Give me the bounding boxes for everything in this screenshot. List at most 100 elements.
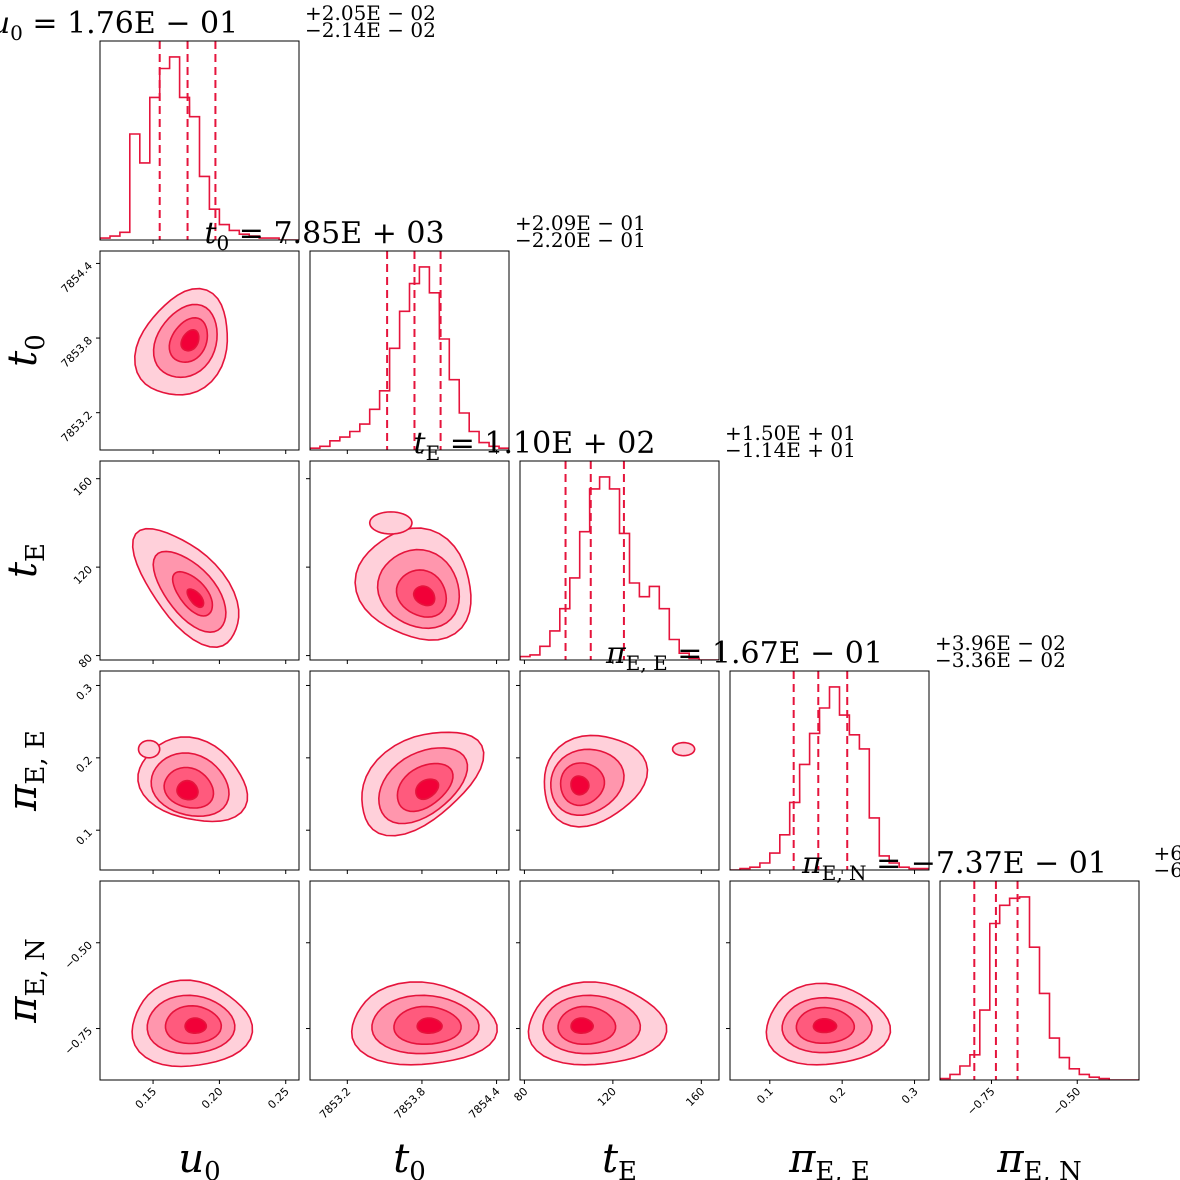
y-tick-label: −0.50 <box>62 939 95 972</box>
y-tick-label: 0.1 <box>74 826 96 848</box>
title-plus-error: +1.50E + 01 <box>725 421 856 445</box>
x-tick-label: 0.20 <box>199 1085 226 1112</box>
histogram-piEN <box>940 896 1139 1080</box>
x-tick-label: 0.15 <box>133 1085 160 1112</box>
title-piEE: πE, E = 1.67E − 01 +3.96E − 02−3.36E − 02 <box>605 631 1066 675</box>
title-minus-error: −2.14E − 02 <box>305 18 436 42</box>
title-minus-error: −6.31E − 02 <box>1154 858 1180 882</box>
axes-frame <box>99 250 300 451</box>
x-axis-label-piEN: πE, N <box>996 1136 1082 1180</box>
title-piEN: πE, N = −7.37E − 01 +6.27E − 02−6.31E − 0… <box>801 841 1180 885</box>
contour-level-4 <box>412 585 436 607</box>
hist-panel-u0 <box>99 40 300 244</box>
title-text: πE, E = 1.67E − 01 <box>605 636 883 675</box>
x-tick-label: 80 <box>511 1085 530 1104</box>
contour-level-4 <box>570 775 590 796</box>
x-tick-label: −0.50 <box>1050 1085 1083 1118</box>
contour-level-4 <box>416 1017 443 1034</box>
title-t0: t0 = 7.85E + 03 +2.09E − 01−2.20E − 01 <box>204 211 645 255</box>
x-tick-label: 0.25 <box>265 1085 292 1112</box>
x-tick-label: 0.2 <box>827 1085 849 1107</box>
title-plus-error: +2.05E − 02 <box>305 1 436 25</box>
axes-frame <box>729 670 930 871</box>
contour-level-4 <box>415 778 440 801</box>
title-tE: tE = 1.10E + 02 +1.50E + 01−1.14E + 01 <box>414 421 856 465</box>
y-tick-label: 0.2 <box>74 754 96 776</box>
contour-level-4 <box>812 1018 838 1034</box>
axes-frame <box>309 880 510 1081</box>
title-u0: u0 = 1.76E − 01 +2.05E − 02−2.14E − 02 <box>0 1 436 45</box>
x-tick-label: 120 <box>595 1085 619 1109</box>
x-tick-label: 7854.4 <box>466 1085 502 1121</box>
axes-frame <box>99 40 300 241</box>
y-axis-label-piEE: πE, E <box>0 730 51 812</box>
title-minus-error: −1.14E + 01 <box>725 438 856 462</box>
title-minus-error: −3.36E − 02 <box>935 648 1066 672</box>
y-tick-label: 120 <box>71 563 95 587</box>
axes-frame <box>309 670 510 871</box>
y-tick-label: 7854.4 <box>59 259 95 295</box>
title-minus-error: −2.20E − 01 <box>515 228 646 252</box>
y-axis-label-t0: t0 <box>0 334 51 367</box>
contour-satellite <box>137 739 161 759</box>
axes-frame <box>309 460 510 661</box>
axes-frame <box>729 880 930 1081</box>
hist-panel-t0 <box>309 250 510 454</box>
contour-panel-piEE-vs-u0: 0.1 0.2 0.3 <box>74 670 300 874</box>
title-symbol: π <box>605 636 627 671</box>
title-subscript: E, N <box>822 861 867 885</box>
x-tick-label: 0.1 <box>754 1085 776 1107</box>
histogram-u0 <box>100 56 299 240</box>
title-plus-error: +2.09E − 01 <box>515 211 646 235</box>
x-tick-label: 7853.2 <box>317 1085 353 1121</box>
title-text: t0 = 7.85E + 03 <box>204 216 444 255</box>
title-subscript: 0 <box>217 231 230 255</box>
x-tick-label: 160 <box>683 1085 707 1109</box>
title-value: = 1.76E − 01 <box>23 6 238 41</box>
y-tick-label: −0.75 <box>62 1024 95 1057</box>
contour-level-4 <box>184 1017 208 1034</box>
contour-level-4 <box>180 328 200 352</box>
contour-panel-t0-vs-u0: 7853.2 7853.8 7854.4 <box>59 250 300 454</box>
x-axis-label-t0: t0 <box>393 1136 426 1180</box>
contour-panel-tE-vs-t0 <box>306 460 510 664</box>
title-value: = −7.37E − 01 <box>867 846 1107 881</box>
x-axis-label-piEE: πE, E <box>788 1136 870 1180</box>
axes-frame <box>519 670 720 871</box>
x-tick-label: 7853.8 <box>392 1085 428 1121</box>
contour-satellite <box>671 741 696 757</box>
title-symbol: u <box>0 6 10 41</box>
hist-panel-tE <box>519 460 720 664</box>
axes-frame <box>99 670 300 871</box>
y-tick-label: 80 <box>76 652 95 671</box>
title-value: = 1.67E − 01 <box>668 636 883 671</box>
hist-panel-piEN: −0.75 −0.50 <box>939 880 1140 1118</box>
title-symbol: t <box>414 426 427 461</box>
contour-panel-piEN-vs-piEE: 0.1 0.2 0.3 <box>726 880 930 1107</box>
y-tick-label: 7853.2 <box>59 409 95 445</box>
histogram-t0 <box>310 266 509 450</box>
title-plus-error: +3.96E − 02 <box>935 631 1066 655</box>
title-subscript: E, E <box>626 651 668 675</box>
title-subscript: 0 <box>10 21 23 45</box>
y-tick-label: 160 <box>71 475 95 499</box>
x-tick-label: 0.3 <box>899 1085 921 1107</box>
x-tick-label: −0.75 <box>965 1085 998 1118</box>
title-symbol: π <box>801 846 823 881</box>
contour-panel-piEN-vs-u0: 0.15 0.20 0.25 −0.75 −0.50 <box>62 880 300 1112</box>
x-axis-label-u0: u0 <box>178 1136 220 1180</box>
title-value: = 7.85E + 03 <box>229 216 444 251</box>
contour-panel-tE-vs-u0: 80 120 160 <box>71 460 300 671</box>
title-subscript: E <box>426 441 441 465</box>
y-axis-label-tE: tE <box>0 543 51 578</box>
title-plus-error: +6.27E − 02 <box>1154 841 1180 865</box>
axes-frame <box>309 250 510 451</box>
contour-level-4 <box>570 1017 595 1034</box>
axes-frame <box>99 460 300 661</box>
hist-panel-piEE <box>729 670 930 874</box>
title-text: tE = 1.10E + 02 <box>414 426 656 465</box>
contour-panel-piEN-vs-tE: 80 120 160 <box>511 880 720 1109</box>
title-value: = 1.10E + 02 <box>440 426 655 461</box>
axes-frame <box>99 880 300 1081</box>
